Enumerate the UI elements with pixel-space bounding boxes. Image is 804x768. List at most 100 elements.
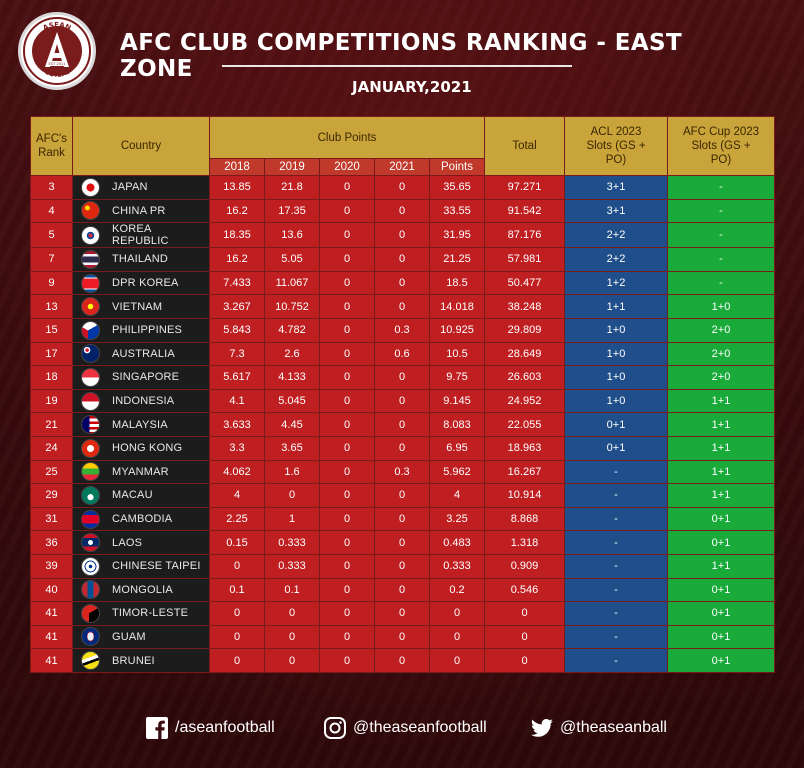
laos-flag xyxy=(81,533,100,553)
total-cell: 50.477 xyxy=(484,270,565,296)
afc-cup-slots-cell: 0+1 xyxy=(667,624,775,650)
points-2021-cell: 0 xyxy=(374,270,430,296)
asean-football-logo: ASEAN FOOTBALL EST 2011 xyxy=(18,12,96,90)
points-2019-cell: 10.752 xyxy=(264,294,320,319)
twitter-handle: @theaseanball xyxy=(560,719,667,736)
points-2019-cell: 0 xyxy=(264,601,320,626)
afc-cup-slots-cell: 0+1 xyxy=(667,601,775,626)
header-points: Points xyxy=(429,158,485,176)
points-2021-cell: 0 xyxy=(374,388,430,414)
points-2020-cell: 0 xyxy=(319,624,375,650)
country-name: MYANMAR xyxy=(112,465,169,478)
table-row: 39 CHINESE TAIPEI 0 0.333 0 0 0.333 0.909-1+1 xyxy=(30,553,775,579)
points-2018-cell: 16.2 xyxy=(209,198,265,224)
facebook-handle: /aseanfootball xyxy=(175,719,275,736)
afc-cup-slots-cell: 1+1 xyxy=(667,553,775,579)
points-2021-cell: 0 xyxy=(374,624,430,650)
facebook-link[interactable]: /aseanfootball xyxy=(145,716,275,740)
table-row: 3 JAPAN 13.85 21.8 0 0 35.65 97.271 3+1- xyxy=(30,175,775,200)
total-cell: 87.176 xyxy=(484,222,565,249)
rank-cell: 36 xyxy=(30,530,73,555)
points-2019-cell: 4.133 xyxy=(264,365,320,390)
points-2021-cell: 0.3 xyxy=(374,459,430,485)
table-row: 36 LAOS 0.15 0.333 0 0 0.483 1.318-0+1 xyxy=(30,530,775,555)
points-total-cell: 21.25 xyxy=(429,247,485,272)
points-2020-cell: 0 xyxy=(319,198,375,224)
points-2019-cell: 0 xyxy=(264,483,320,508)
country-cell: SINGAPORE xyxy=(72,365,210,390)
japan-flag xyxy=(81,177,100,197)
country-name: VIETNAM xyxy=(112,300,163,313)
country-name: INDONESIA xyxy=(112,395,175,408)
points-total-cell: 4 xyxy=(429,483,485,508)
table-row: 29 MACAU 4 0 0 0 4 10.914-1+1 xyxy=(30,483,775,508)
afc-cup-slots-cell: - xyxy=(667,175,775,200)
header-year-2021: 2021 xyxy=(374,158,430,176)
twitter-link[interactable]: @theaseanball xyxy=(530,716,667,740)
points-2018-cell: 7.3 xyxy=(209,341,265,367)
header-club-points: Club Points xyxy=(209,116,485,159)
points-2021-cell: 0 xyxy=(374,648,430,673)
twitter-icon xyxy=(531,719,553,737)
afc-cup-slots-cell: - xyxy=(667,247,775,272)
dpr-korea-flag xyxy=(81,273,100,293)
points-total-cell: 0 xyxy=(429,624,485,650)
country-cell: BRUNEI xyxy=(72,648,210,673)
header-year-2018: 2018 xyxy=(209,158,265,176)
singapore-flag xyxy=(81,367,100,387)
points-2018-cell: 0.15 xyxy=(209,530,265,555)
points-2020-cell: 0 xyxy=(319,530,375,555)
country-name: MONGOLIA xyxy=(112,583,173,596)
points-2019-cell: 0.333 xyxy=(264,530,320,555)
points-total-cell: 9.145 xyxy=(429,388,485,414)
total-cell: 57.981 xyxy=(484,247,565,272)
rank-cell: 41 xyxy=(30,601,73,626)
table-row: 40 MONGOLIA 0.1 0.1 0 0 0.2 0.546-0+1 xyxy=(30,577,775,603)
total-cell: 91.542 xyxy=(484,198,565,224)
page-title: AFC CLUB COMPETITIONS RANKING - EAST ZON… xyxy=(120,30,683,82)
acl-slots-cell: - xyxy=(564,483,668,508)
philippines-flag xyxy=(81,320,100,340)
country-cell: MALAYSIA xyxy=(72,412,210,437)
ranking-table: AFC's Rank Country Club Points Total ACL… xyxy=(30,116,775,673)
points-total-cell: 18.5 xyxy=(429,270,485,296)
points-2018-cell: 0.1 xyxy=(209,577,265,603)
acl-slots-cell: - xyxy=(564,577,668,603)
table-row: 24 HONG KONG 3.3 3.65 0 0 6.95 18.963 0+1 1+1 xyxy=(30,435,775,461)
acl-slots-cell: 1+1 xyxy=(564,294,668,319)
rank-cell: 5 xyxy=(30,222,73,249)
timor-leste-flag xyxy=(81,603,100,623)
points-2018-cell: 0 xyxy=(209,624,265,650)
points-2018-cell: 3.3 xyxy=(209,435,265,461)
country-cell: THAILAND xyxy=(72,247,210,272)
table-row: 9 DPR KOREA 7.433 11.067 0 0 18.5 50.477 1+2- xyxy=(30,270,775,296)
total-cell: 10.914 xyxy=(484,483,565,508)
afc-cup-slots-cell: 2+0 xyxy=(667,365,775,390)
points-2018-cell: 0 xyxy=(209,648,265,673)
instagram-link[interactable]: @theaseanfootball xyxy=(323,716,487,740)
acl-slots-cell: - xyxy=(564,530,668,555)
total-cell: 18.963 xyxy=(484,435,565,461)
acl-slots-cell: 1+0 xyxy=(564,388,668,414)
country-cell: JAPAN xyxy=(72,175,210,200)
total-cell: 0 xyxy=(484,648,565,673)
header-afc-cup: AFC Cup 2023 Slots (GS + PO) xyxy=(667,116,775,176)
points-2019-cell: 0.333 xyxy=(264,553,320,579)
points-2021-cell: 0 xyxy=(374,175,430,200)
points-2018-cell: 18.35 xyxy=(209,222,265,249)
points-2019-cell: 2.6 xyxy=(264,341,320,367)
points-2021-cell: 0 xyxy=(374,294,430,319)
points-2021-cell: 0 xyxy=(374,553,430,579)
points-2019-cell: 5.045 xyxy=(264,388,320,414)
afc-cup-slots-cell: 1+1 xyxy=(667,483,775,508)
points-2021-cell: 0 xyxy=(374,222,430,249)
table-row: 15 PHILIPPINES 5.843 4.782 0 0.3 10.925 29.809 1… xyxy=(30,317,775,343)
points-2020-cell: 0 xyxy=(319,506,375,532)
rank-cell: 31 xyxy=(30,506,73,532)
country-cell: CHINESE TAIPEI xyxy=(72,553,210,579)
points-total-cell: 0 xyxy=(429,648,485,673)
rank-cell: 41 xyxy=(30,624,73,650)
points-2021-cell: 0 xyxy=(374,530,430,555)
country-name: PHILIPPINES xyxy=(112,324,183,337)
chinese-taipei-flag xyxy=(81,556,100,576)
